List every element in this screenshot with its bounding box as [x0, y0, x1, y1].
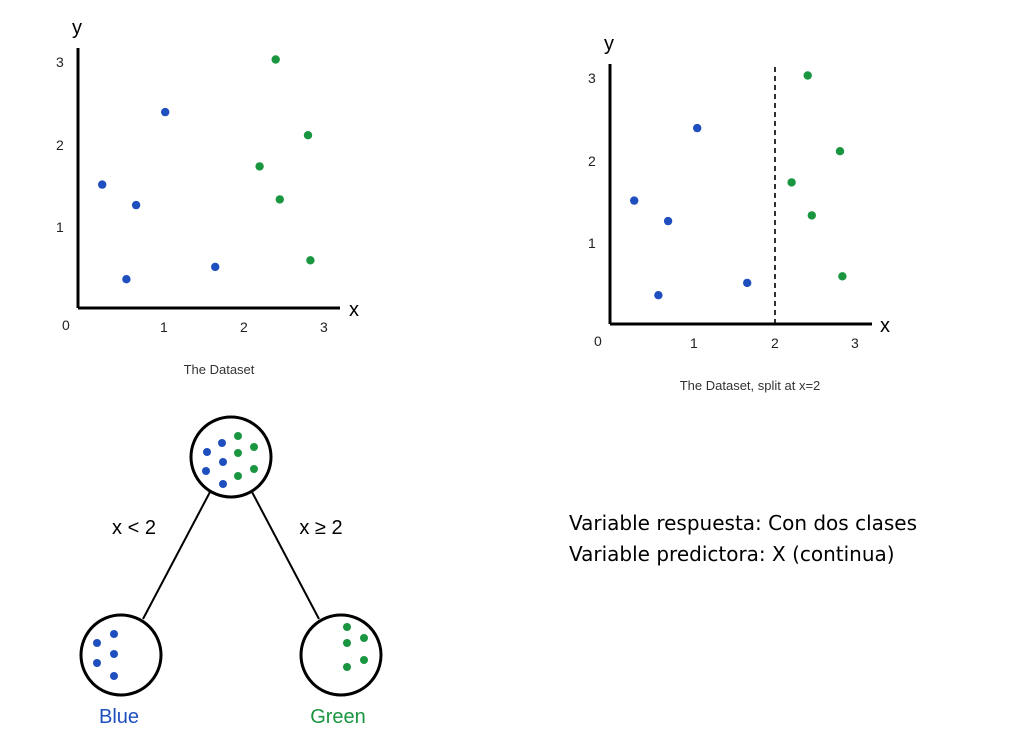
tree-right-leaf-label: Green — [310, 706, 366, 728]
tree-dot-blue-13 — [93, 659, 101, 667]
chart-2-point-green-4 — [838, 272, 847, 281]
chart-1-points — [98, 55, 315, 284]
tree-right-condition: x ≥ 2 — [299, 517, 342, 539]
chart-1-point-green-3 — [303, 131, 313, 140]
chart-2-point-green-0 — [787, 178, 796, 187]
chart-2-point-blue-0 — [630, 196, 639, 205]
chart-1-point-blue-1 — [122, 275, 131, 284]
chart-2-x-tick-2: 2 — [771, 335, 779, 351]
chart-2-point-blue-4 — [743, 278, 752, 288]
chart-2-point-blue-2 — [663, 216, 673, 226]
chart-2-y-tick-1: 1 — [588, 235, 596, 251]
chart-2-point-green-3 — [835, 147, 845, 156]
tree-dot-blue-10 — [110, 630, 118, 638]
tree-dot-blue-12 — [110, 650, 118, 658]
chart-2-title: The Dataset, split at x=2 — [680, 378, 821, 393]
chart-1-x-tick-2: 2 — [240, 319, 248, 335]
chart-1-point-green-0 — [255, 162, 264, 171]
chart-1: y x 0 1 2 3 1 2 3 The Dataset — [56, 17, 359, 377]
tree-edge-right — [251, 491, 320, 620]
tree-dot-blue-14 — [110, 672, 118, 680]
tree-dot-green-16 — [360, 634, 368, 642]
notes: Variable respuesta: Con dos clases Varia… — [569, 511, 917, 566]
tree-left-leaf-label: Blue — [99, 706, 139, 728]
tree-right-leaf-node — [299, 613, 383, 697]
chart-1-point-green-4 — [306, 256, 315, 265]
tree-root-node — [189, 415, 273, 499]
tree-dot-blue-11 — [93, 639, 101, 647]
chart-2-x-tick-3: 3 — [851, 335, 859, 351]
tree-dot-green-19 — [343, 663, 351, 671]
chart-1-y-tick-2: 2 — [56, 137, 64, 153]
chart-1-point-green-2 — [275, 195, 284, 204]
tree-dot-green-18 — [360, 656, 368, 664]
chart-1-y-tick-1: 1 — [56, 219, 64, 235]
decision-tree: x < 2 x ≥ 2 Blue Green — [79, 415, 383, 728]
chart-2-x-tick-0: 0 — [594, 333, 602, 349]
tree-dot-green-17 — [343, 639, 351, 647]
chart-2-point-blue-1 — [654, 291, 663, 300]
tree-dot-blue-3 — [219, 458, 227, 466]
chart-1-y-tick-3: 3 — [56, 54, 64, 70]
chart-2-points — [630, 71, 847, 300]
tree-dot-green-6 — [250, 443, 258, 451]
tree-edge-left — [142, 491, 211, 620]
chart-2-x-tick-1: 1 — [690, 335, 698, 351]
tree-dot-green-7 — [234, 449, 242, 457]
tree-left-condition: x < 2 — [112, 517, 156, 539]
tree-dot-green-9 — [234, 472, 242, 480]
chart-2-point-green-2 — [807, 211, 816, 220]
chart-1-x-axis-label: x — [349, 299, 359, 321]
chart-2-x-axis-label: x — [880, 315, 890, 337]
tree-node-dots — [93, 432, 368, 680]
tree-dot-blue-2 — [202, 467, 210, 475]
note-response-variable: Variable respuesta: Con dos clases — [569, 511, 917, 535]
chart-2-y-axis-label: y — [604, 33, 614, 55]
tree-dot-blue-1 — [218, 439, 226, 447]
note-predictor-variable: Variable predictora: X (continua) — [569, 542, 895, 566]
chart-2-point-green-1 — [803, 71, 812, 80]
chart-1-point-blue-3 — [161, 107, 170, 117]
chart-2-y-tick-2: 2 — [588, 153, 596, 169]
chart-1-point-blue-2 — [131, 200, 141, 210]
chart-2: y x 0 1 2 3 1 2 3 The Dataset, split at … — [588, 33, 890, 393]
tree-dot-green-15 — [343, 623, 351, 631]
chart-1-point-blue-4 — [211, 262, 220, 272]
chart-1-x-tick-0: 0 — [62, 317, 70, 333]
chart-1-x-tick-1: 1 — [160, 319, 168, 335]
tree-left-leaf-node — [79, 613, 163, 697]
tree-dot-green-8 — [250, 465, 258, 473]
chart-1-x-tick-3: 3 — [320, 319, 328, 335]
tree-dot-blue-4 — [219, 480, 227, 488]
chart-1-point-blue-0 — [98, 180, 107, 189]
tree-dot-blue-0 — [203, 448, 211, 456]
chart-2-y-tick-3: 3 — [588, 70, 596, 86]
tree-dot-green-5 — [234, 432, 242, 440]
chart-1-title: The Dataset — [184, 362, 255, 377]
chart-2-point-blue-3 — [693, 123, 702, 133]
chart-1-y-axis-label: y — [72, 17, 82, 39]
chart-1-point-green-1 — [271, 55, 280, 64]
